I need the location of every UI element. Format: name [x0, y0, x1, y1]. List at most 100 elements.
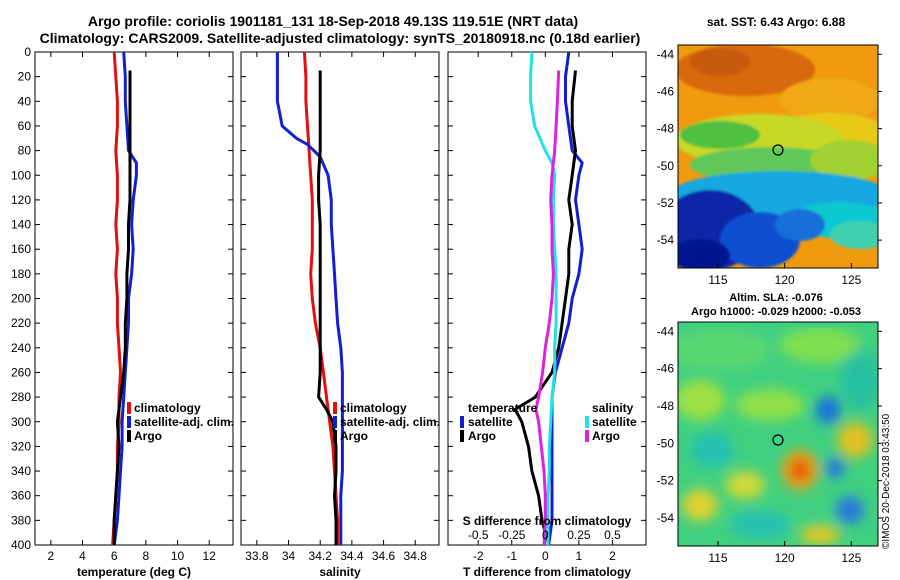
sst-map-title: sat. SST: 6.43 Argo: 6.88: [707, 15, 846, 29]
sla-map-axes: 115 120 125 -44 -46 -48 -50 -52 -54: [657, 324, 882, 565]
difference-panel: -2 -1 0 1 2 T difference from climatology temp…: [447, 51, 647, 579]
y-tick-label: 160: [11, 242, 31, 256]
title-line1: Argo profile: coriolis 1901181_131 18-Se…: [88, 13, 578, 29]
sst-argo-marker: [772, 144, 784, 156]
x-tick-label: 34.6: [372, 549, 396, 563]
y-tick-label: 300: [11, 415, 31, 429]
sla-map-title: Altim. SLA: -0.076: [729, 292, 823, 304]
y-tick-label: 100: [11, 168, 31, 182]
legend-swatch: [333, 430, 337, 442]
map-x-tick-label: 115: [708, 273, 727, 287]
map-y-tick-label: -52: [657, 196, 675, 210]
sst-map-axes: 115 120 125 -44 -46 -48 -50 -52 -54: [657, 47, 882, 287]
y-tick-label: 140: [11, 218, 31, 232]
title-line2: Climatology: CARS2009. Satellite-adjuste…: [40, 30, 641, 46]
map-y-tick-label: -46: [657, 84, 675, 98]
legend-label: satellite-adj. clim.: [340, 415, 440, 429]
sla-argo-marker: [772, 434, 784, 446]
y-tick-label: 180: [11, 267, 31, 281]
x-tick-label: 12: [203, 549, 217, 563]
s-tick-label: 0.5: [604, 528, 621, 542]
legend-label: satellite: [468, 415, 513, 429]
x-axis-label: temperature (deg C): [77, 565, 191, 579]
map-y-tick-label: -54: [657, 233, 675, 247]
series-line-argo: [112, 70, 132, 545]
y-tick-label: 280: [11, 390, 31, 404]
y-tick-label: 220: [11, 316, 31, 330]
map-y-tick-label: -48: [657, 399, 675, 413]
sla-map-frame: [677, 321, 879, 547]
legend-swatch: [460, 416, 464, 428]
legend-label: satellite-adj. clim.: [134, 415, 234, 429]
y-tick-label: 240: [11, 341, 31, 355]
sla-map-subtitle: Argo h1000: -0.029 h2000: -0.053: [691, 306, 861, 318]
series-line-salinity-argo: [534, 70, 561, 546]
y-tick-label: 80: [18, 144, 32, 158]
map-y-tick-label: -50: [657, 159, 675, 173]
legend-label: Argo: [592, 429, 620, 443]
legend-title: temperature: [468, 401, 538, 415]
legend-label: climatology: [340, 401, 407, 415]
map-y-tick-label: -52: [657, 474, 675, 488]
y-tick-label: 200: [11, 292, 31, 306]
x-tick-label: 34: [282, 549, 296, 563]
x-tick-label: 4: [79, 549, 86, 563]
series-line-salinity-satellite: [529, 51, 558, 545]
y-tick-label: 60: [18, 119, 32, 133]
legend-title: salinity: [592, 401, 634, 415]
series-line-temperature-satellite: [547, 51, 584, 546]
x-tick-label: 34.8: [404, 549, 428, 563]
legend-swatch: [333, 402, 337, 414]
legend-label: Argo: [340, 429, 368, 443]
x-tick-label: 2: [47, 549, 54, 563]
y-tick-label: 340: [11, 464, 31, 478]
map-y-tick-label: -44: [657, 47, 675, 61]
sst-map-image: [678, 45, 878, 268]
legend-label: climatology: [134, 401, 201, 415]
y-tick-label: 320: [11, 439, 31, 453]
x-tick-label: 1: [576, 549, 583, 563]
legend-swatch: [127, 402, 131, 414]
y-tick-label: 40: [18, 94, 32, 108]
legend-swatch: [585, 416, 589, 428]
map-x-tick-label: 120: [775, 551, 795, 565]
temperature-panel: 0 20 40 60 80 100 120 140 160 180 200 220 240 260 280 3…: [11, 45, 234, 579]
x-tick-label: 34.4: [340, 549, 364, 563]
map-x-tick-label: 120: [775, 273, 795, 287]
map-x-tick-label: 115: [708, 551, 727, 565]
salinity-panel: 33.8 34 34.2 34.4 34.6 34.8 salinity climatolog…: [240, 51, 440, 579]
y-tick-label: 380: [11, 513, 31, 527]
series-line-satellite-adj-clim-: [112, 51, 138, 546]
legend-label: Argo: [134, 429, 162, 443]
map-x-tick-label: 125: [841, 551, 861, 565]
x-tick-label: 2: [609, 549, 616, 563]
map-y-tick-label: -46: [657, 362, 675, 376]
s-tick-label: -0.5: [468, 528, 489, 542]
x-tick-label: 0: [542, 549, 549, 563]
legend-swatch: [333, 416, 337, 428]
legend-swatch: [127, 430, 131, 442]
x-tick-label: 10: [171, 549, 185, 563]
y-tick-label: 20: [18, 70, 32, 84]
map-y-tick-label: -44: [657, 324, 675, 338]
legend-label: satellite: [592, 415, 637, 429]
x-tick-label: -1: [506, 549, 517, 563]
sla-map-image: [678, 322, 878, 546]
x-tick-label: 34.2: [309, 549, 333, 563]
series-line-climatology: [302, 51, 340, 545]
s-tick-label: 0: [542, 528, 549, 542]
legend-swatch: [460, 430, 464, 442]
y-tick-label: 400: [11, 538, 31, 552]
y-tick-label: 120: [11, 193, 31, 207]
plot-frame: [34, 51, 234, 546]
series-line-satellite-adj-clim-: [275, 52, 344, 545]
y-tick-label: 360: [11, 489, 31, 503]
map-x-tick-label: 125: [841, 273, 861, 287]
map-y-tick-label: -48: [657, 122, 675, 136]
s-tick-label: 0.25: [567, 528, 591, 542]
x-tick-label: 6: [111, 549, 118, 563]
plot-frame: [447, 51, 647, 546]
x-tick-label: 8: [143, 549, 150, 563]
x-axis-label: salinity: [319, 565, 361, 579]
